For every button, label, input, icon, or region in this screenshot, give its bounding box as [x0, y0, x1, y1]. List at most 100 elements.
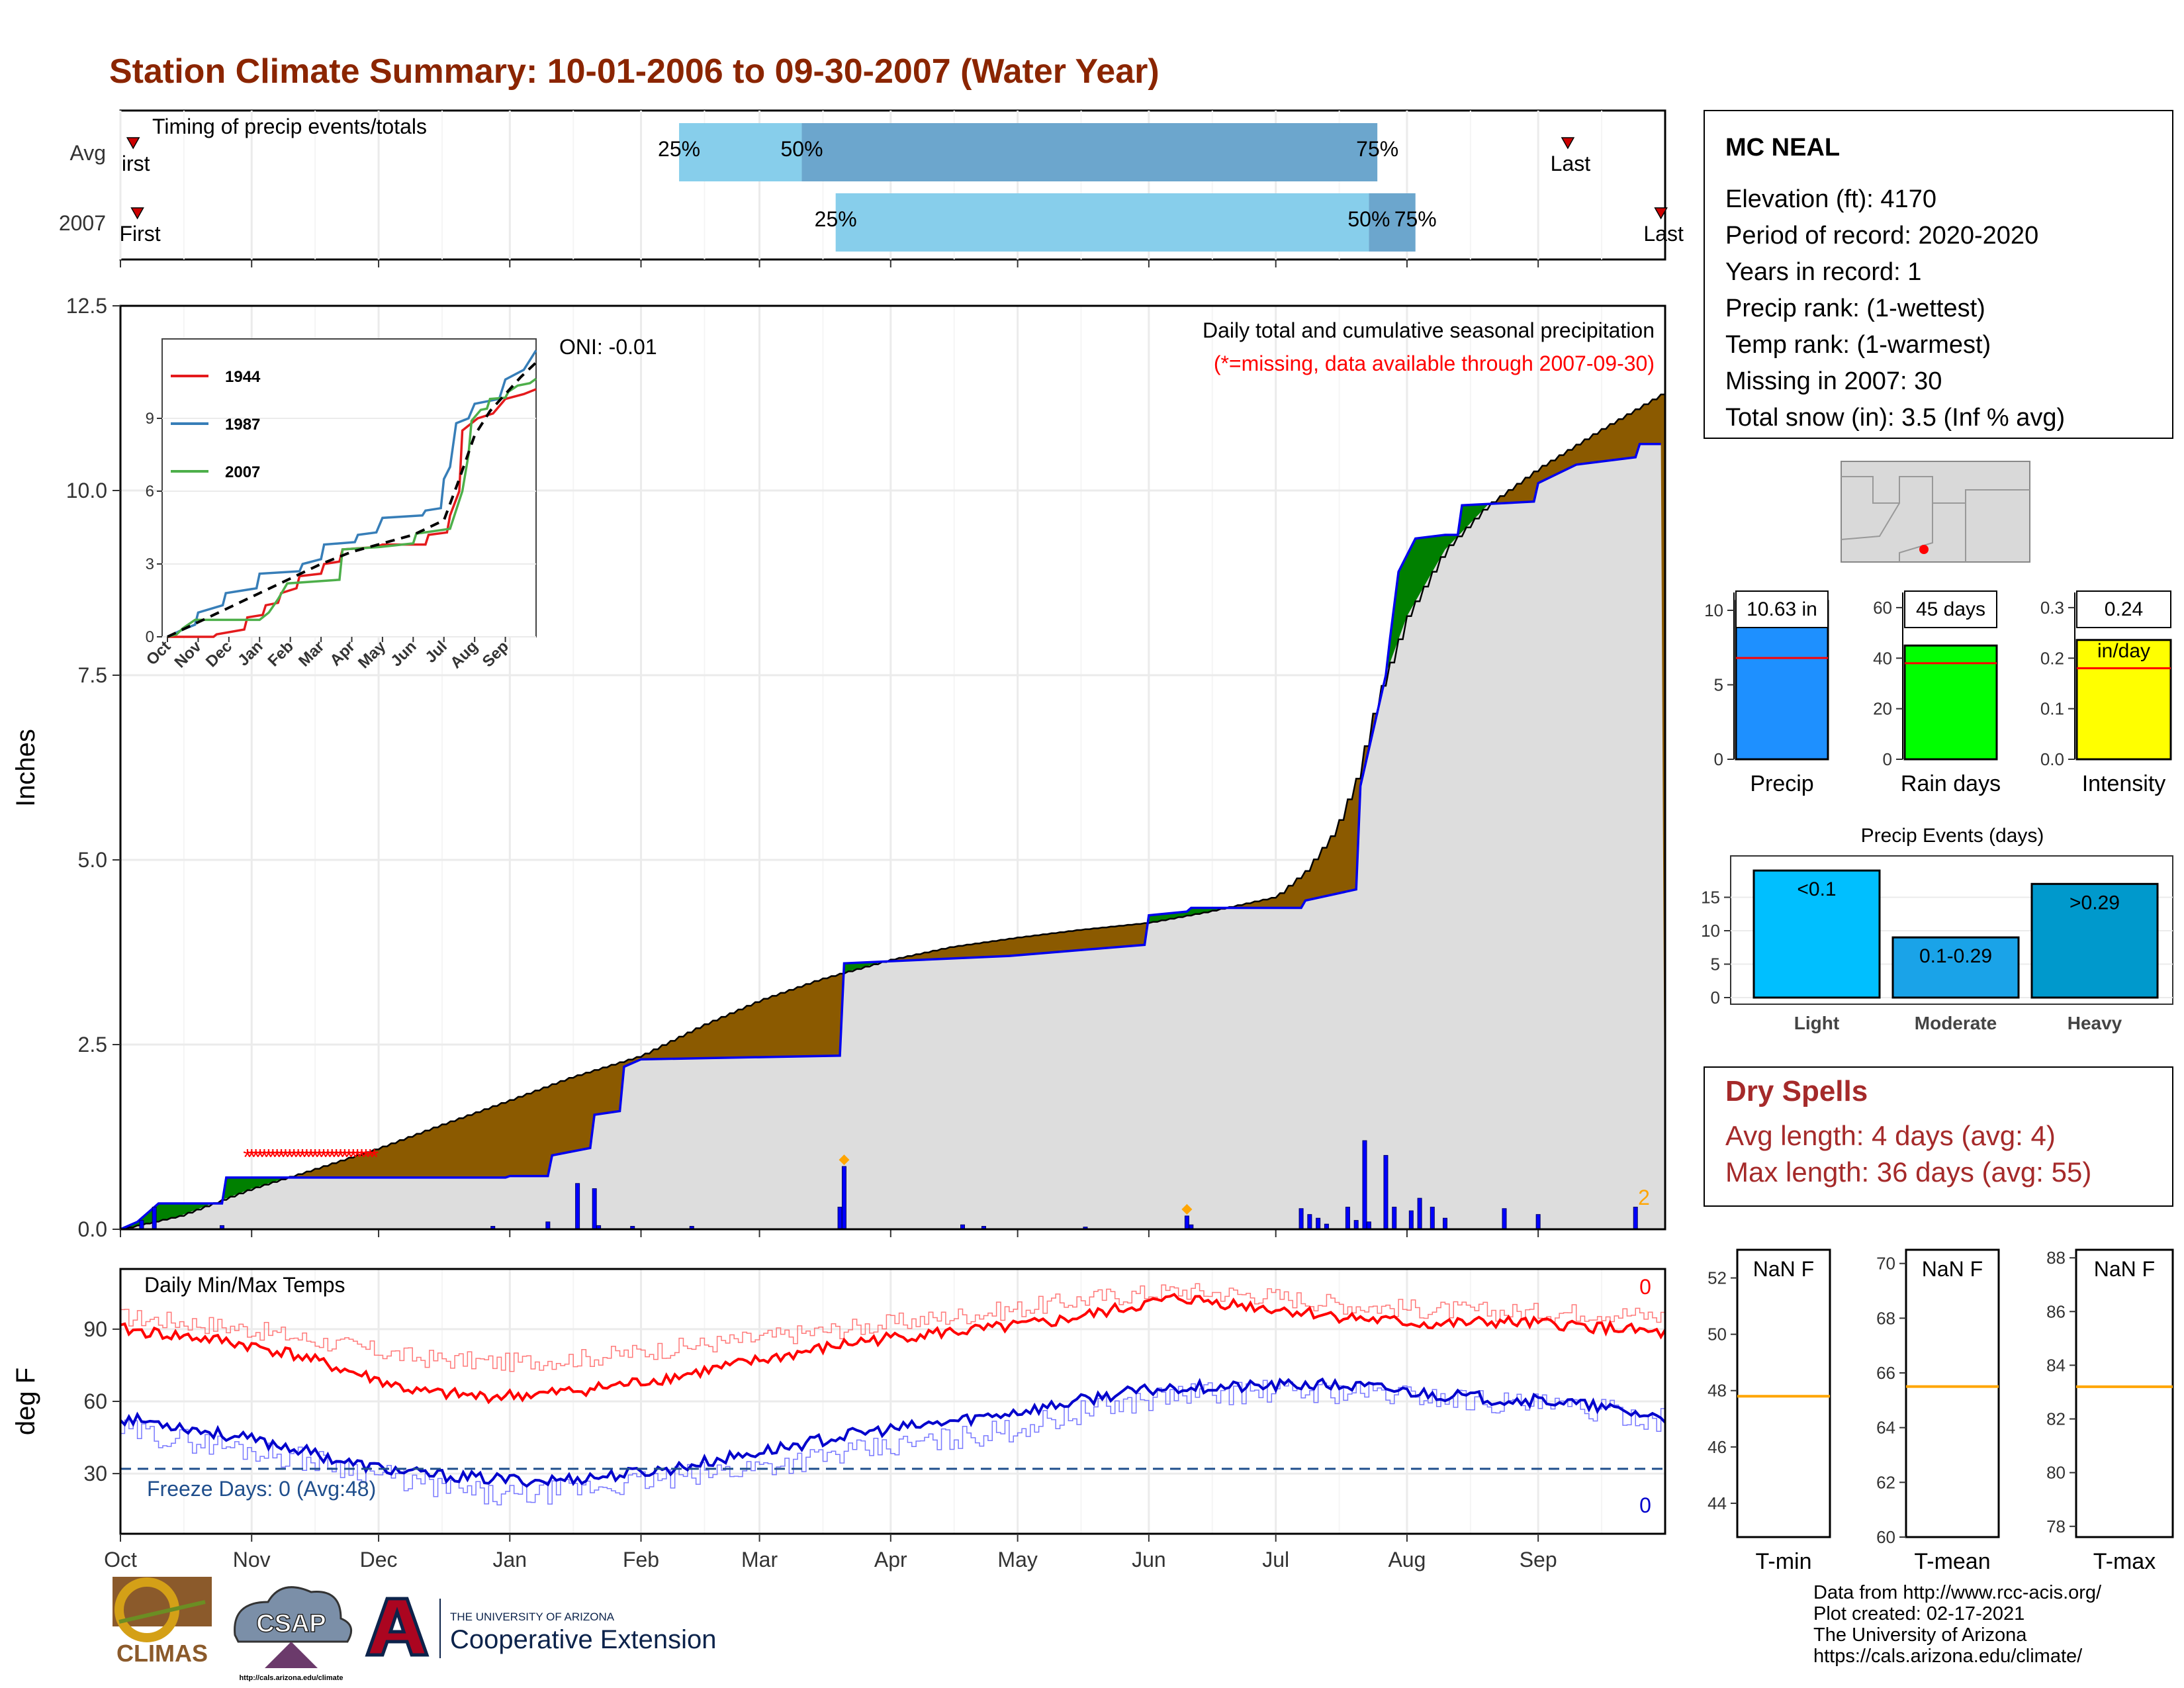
tmin-2007-line	[119, 1377, 1666, 1488]
tpanel-name: T-max	[2093, 1549, 2156, 1574]
oni-label: ONI: -0.01	[559, 335, 657, 359]
credit-line-university: The University of Arizona	[1813, 1624, 2027, 1646]
credit-line-created: Plot created: 02-17-2021	[1813, 1603, 2025, 1624]
station-line-elevation: Elevation (ft): 4170	[1725, 185, 1936, 213]
ua-line1: THE UNIVERSITY OF ARIZONA	[450, 1611, 615, 1623]
missing-day-marker: *	[345, 1145, 353, 1170]
tpanel-name: T-mean	[1914, 1549, 1990, 1574]
daily-precip-bar	[1366, 1221, 1371, 1230]
daily-precip-bar	[1408, 1210, 1414, 1230]
precip-y-tick-label: 12.5	[66, 294, 107, 318]
dry-spells-avg: Avg length: 4 days (avg: 4)	[1725, 1120, 2056, 1151]
events-bar	[1752, 869, 1881, 999]
tpanel-y-tick-label: 68	[1876, 1308, 1895, 1328]
partner-logos: CLIMAS CSAP http://cals.arizona.edu/clim…	[113, 1577, 716, 1681]
daily-precip-bar	[1184, 1215, 1189, 1230]
precip-y-tick-label: 0.0	[78, 1217, 107, 1241]
station-line-years: Years in record: 1	[1725, 258, 1921, 286]
first-event-marker-icon	[126, 137, 140, 150]
station-line-missing: Missing in 2007: 30	[1725, 367, 1942, 395]
events-title: Precip Events (days)	[1861, 825, 2044, 847]
tpanel-frame	[1905, 1248, 2000, 1538]
daily-precip-bar	[152, 1207, 157, 1230]
missing-day-marker: *	[302, 1145, 311, 1170]
summary-bar-name: Rain days	[1901, 771, 2001, 796]
precip-events-chart: Precip Events (days) 0 5 10 15 <0.1 Light 0.1-…	[1701, 825, 2173, 1033]
missing-day-marker: *	[273, 1145, 281, 1170]
tpanel-y-tick-label: 64	[1876, 1418, 1895, 1438]
summary-bar-value-box	[1904, 590, 1997, 628]
precip-annotation-missing: (*=missing, data available through 2007-…	[1214, 352, 1655, 375]
min-count-label: 0	[1639, 1493, 1651, 1517]
last-event-label: Last	[1643, 222, 1684, 246]
missing-day-marker: *	[243, 1145, 251, 1170]
missing-day-marker: *	[306, 1145, 315, 1170]
inset-y-tick-label: 6	[146, 483, 154, 500]
tmax-avg-line	[120, 1283, 1666, 1372]
missing-day-marker: *	[294, 1145, 302, 1170]
temp-y-tick-label: 90	[83, 1317, 107, 1341]
daily-precip-bar	[545, 1221, 551, 1230]
station-name: MC NEAL	[1725, 134, 1840, 162]
events-y-tick-label: 10	[1701, 921, 1720, 941]
daily-precip-bar	[1383, 1154, 1388, 1230]
daily-precip-bar	[592, 1188, 597, 1230]
last-event-label: Last	[1551, 152, 1591, 175]
daily-precip-bar	[1442, 1217, 1447, 1230]
daily-precip-bar	[837, 1207, 842, 1230]
missing-day-marker: *	[264, 1145, 273, 1170]
freeze-label: Freeze Days: 0 (Avg:48)	[147, 1477, 376, 1501]
summary-bar-y-tick-label: 40	[1873, 648, 1892, 668]
summary-bar-value-label: 0.24	[2105, 598, 2143, 620]
missing-day-marker: *	[248, 1145, 256, 1170]
daily-precip-bar	[841, 1166, 846, 1230]
month-tick-label: Feb	[623, 1548, 659, 1571]
events-bar-label: 0.1-0.29	[1919, 945, 1992, 967]
month-tick-label: Nov	[233, 1548, 271, 1571]
summary-bar-y-tick-label: 5	[1714, 675, 1723, 695]
daily-precip-bar	[1535, 1214, 1541, 1230]
timing-bar-q1	[835, 193, 1369, 252]
precip-corner-count: 2	[1638, 1186, 1650, 1209]
station-frame	[1704, 110, 2173, 439]
events-category-label: Moderate	[1915, 1013, 1997, 1033]
tpanel-y-tick-label: 66	[1876, 1363, 1895, 1383]
summary-bar-y-tick-label: 0.2	[2040, 648, 2064, 668]
month-tick-label: May	[997, 1548, 1037, 1571]
precip-y-tick-label: 10.0	[66, 479, 107, 502]
missing-day-marker: *	[260, 1145, 269, 1170]
temp-subtitle: Daily Min/Max Temps	[144, 1273, 345, 1297]
summary-bar	[2075, 639, 2172, 761]
first-event-label: First	[119, 222, 160, 246]
missing-day-marker: *	[277, 1145, 285, 1170]
precip-y-tick-label: 7.5	[78, 663, 107, 687]
daily-precip-bar	[1430, 1207, 1435, 1230]
tpanel-y-tick-label: 44	[1707, 1493, 1727, 1513]
timing-label-25: 25%	[815, 207, 857, 231]
snow-diamond-icon	[839, 1154, 850, 1166]
missing-day-marker: *	[370, 1145, 379, 1170]
temp-y-label: deg F	[11, 1368, 40, 1435]
missing-day-marker: *	[281, 1145, 290, 1170]
timing-label-75: 75%	[1394, 207, 1437, 231]
map-state-borders	[1841, 476, 2030, 562]
events-y-tick-label: 0	[1711, 988, 1720, 1008]
month-tick-label: Mar	[741, 1548, 778, 1571]
missing-day-marker: *	[315, 1145, 324, 1170]
credits-block: Data from http://www.rcc-acis.org/ Plot …	[1813, 1582, 2101, 1667]
dry-spells-max: Max length: 36 days (avg: 55)	[1725, 1156, 2091, 1188]
avg-cumulative-line	[120, 393, 1665, 1231]
last-event-marker-icon	[1561, 137, 1575, 150]
month-tick-label: Jun	[1132, 1548, 1166, 1571]
snow-diamond-icon	[1181, 1203, 1193, 1215]
events-category-label: Heavy	[2068, 1013, 2122, 1033]
precip-y-label: Inches	[11, 729, 40, 807]
csap-url: http://cals.arizona.edu/climate	[239, 1674, 343, 1681]
month-tick-label: Apr	[874, 1548, 907, 1571]
station-line-snow: Total snow (in): 3.5 (Inf % avg)	[1725, 404, 2065, 432]
events-bar	[1891, 936, 2020, 999]
daily-precip-bar	[575, 1183, 580, 1230]
inset-legend-label: 2007	[225, 463, 260, 481]
tpanel-value-label: NaN F	[1922, 1257, 1983, 1281]
